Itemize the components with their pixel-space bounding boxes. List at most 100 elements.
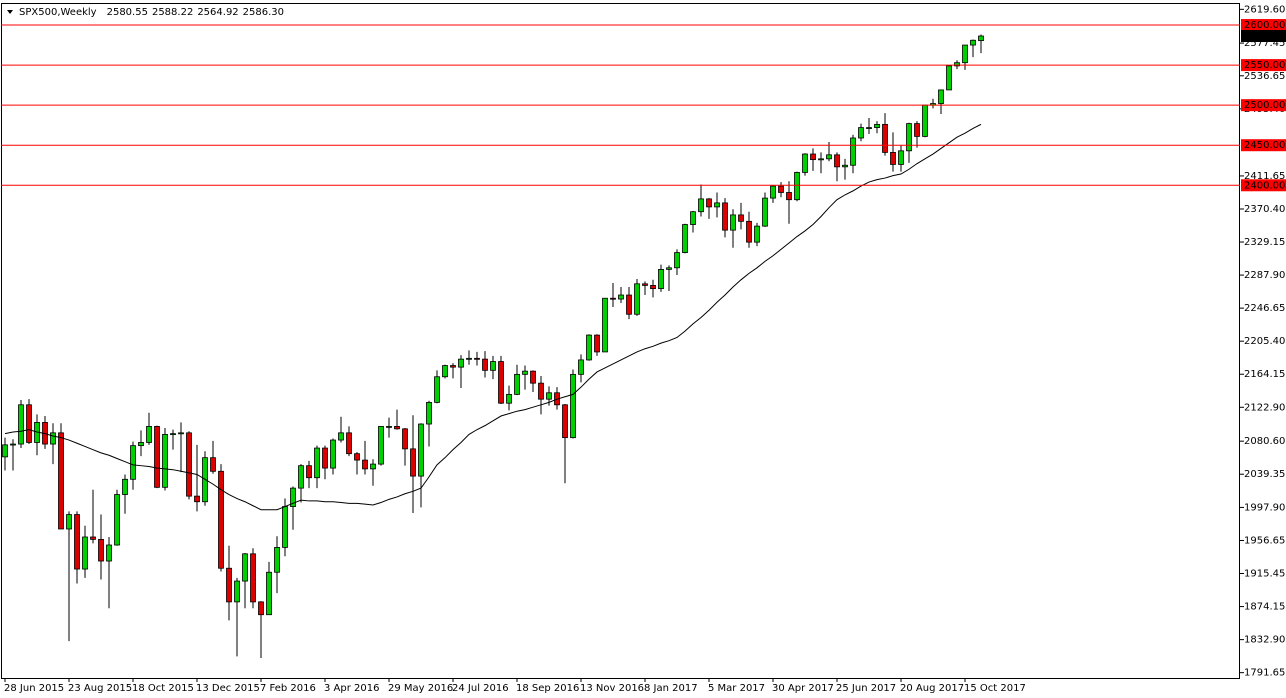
header-low: 2564.92 [197,7,238,18]
candle-body [170,433,176,436]
candle-body [458,358,464,368]
level-label-box [1241,19,1286,32]
x-tick-label: 24 Jul 2016 [452,683,509,694]
y-tick-label: 2287.90 [1244,270,1285,281]
candle-body [754,225,760,243]
candle-body [258,601,264,616]
candle-body [370,463,376,470]
x-tick-label: 29 May 2016 [388,683,453,694]
candle-body [106,544,112,562]
candle-body [154,426,160,488]
candle-body [74,514,80,570]
candle-body [250,553,256,603]
candle-body [938,89,944,104]
candle-body [738,214,744,222]
candle-body [706,198,712,208]
y-tick-label: 1915.45 [1244,568,1285,579]
candle-body [898,150,904,165]
header-close: 2586.30 [243,7,284,18]
y-tick-label: 2080.60 [1244,436,1285,447]
x-tick-label: 28 Jun 2015 [4,683,64,694]
candle-body [602,297,608,353]
y-tick-label: 1832.90 [1244,635,1285,646]
candle-body [482,358,488,371]
candle-body [922,104,928,137]
candle-body [826,154,832,160]
chart-header: SPX500,Weekly 2580.55 2588.22 2564.92 2586.3… [19,7,284,18]
moving-average [4,123,982,511]
candle-body [514,373,520,395]
candle-body [98,538,104,562]
candle-body [58,432,64,530]
candle-body [530,370,536,384]
candle-body [18,404,24,445]
candle-body [570,373,576,439]
y-tick-label: 1791.65 [1244,668,1285,679]
y-tick-label: 2411.65 [1244,171,1285,182]
candle-body [786,192,792,201]
level-label-box [1241,139,1286,152]
candle-body [882,123,888,153]
candle-body [674,252,680,269]
candle-body [138,442,144,447]
candle-body [610,297,616,300]
candle-body [162,434,168,488]
chart-title: SPX500,Weekly [19,7,97,18]
candle-body [866,127,872,129]
x-tick-label: 8 Jan 2017 [644,683,698,694]
candle-body [82,536,88,570]
candle-body [282,506,288,548]
candle-body [650,285,656,290]
y-tick-label: 1956.65 [1244,535,1285,546]
x-tick-label: 20 Aug 2017 [900,683,964,694]
candle-body [546,392,552,400]
candle-body [386,426,392,428]
candle-body [434,376,440,403]
x-tick-label: 7 Feb 2016 [260,683,316,694]
candle-body [242,553,248,582]
y-tick-label: 2164.15 [1244,369,1285,380]
candle-body [26,404,32,443]
candle-body [634,283,640,315]
y-tick-label: 2577.45 [1244,38,1285,49]
candle-body [50,432,56,445]
candle-body [90,536,96,540]
candle-body [714,202,720,208]
candle-body [426,401,432,425]
candle-body [818,158,824,161]
y-tick-label: 1874.15 [1244,602,1285,613]
candle-body [914,123,920,137]
candle-body [906,123,912,152]
plot-frame [1,3,1240,679]
candle-body [834,154,840,168]
header-high: 2588.22 [152,7,193,18]
candle-body [362,459,368,470]
candle-body [970,39,976,46]
candle-body [466,357,472,360]
candle-body [858,127,864,139]
candle-body [210,457,216,472]
candle-body [338,432,344,441]
x-tick-label: 5 Mar 2017 [708,683,765,694]
candle-body [346,432,352,455]
candle-body [746,220,752,243]
candle-body [490,361,496,371]
x-tick-label: 15 Oct 2017 [964,683,1026,694]
candle-body [66,514,72,530]
y-tick-label: 2205.40 [1244,336,1285,347]
candle-body [874,123,880,128]
candle-body [586,334,592,361]
candle-body [682,224,688,253]
candle-body [770,185,776,199]
candle-body [890,152,896,165]
candle-body [594,334,600,353]
level-label: 2450.00 [1244,140,1285,151]
menu-arrow[interactable] [7,10,13,14]
candle-body [698,198,704,213]
y-tick-label: 1997.90 [1244,502,1285,513]
y-tick-label: 2536.65 [1244,71,1285,82]
candle-body [218,470,224,569]
y-tick-label: 2619.60 [1244,4,1285,15]
y-tick-label: 2039.35 [1244,469,1285,480]
